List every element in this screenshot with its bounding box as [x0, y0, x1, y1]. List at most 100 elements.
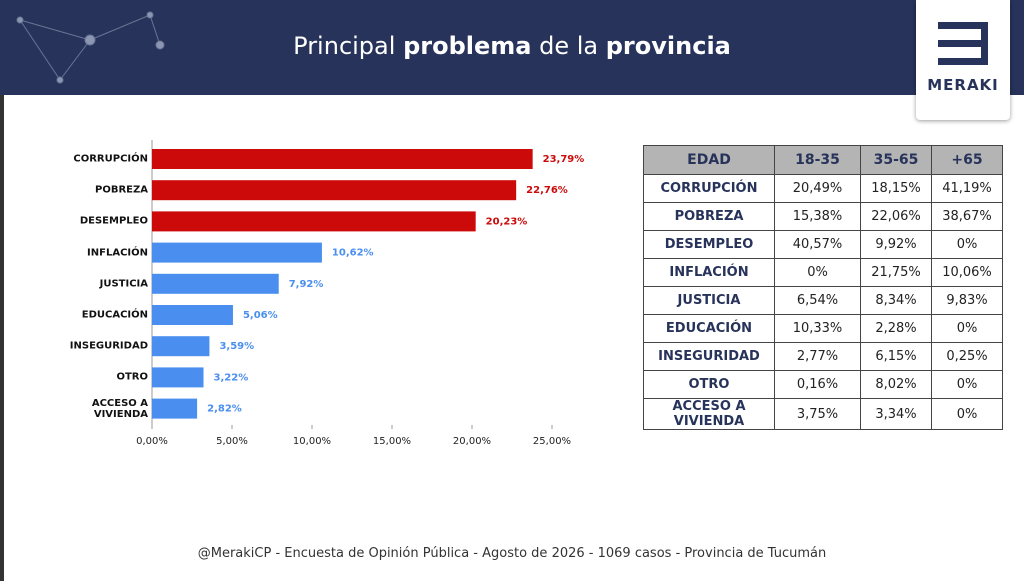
cell: 20,49% — [774, 174, 861, 203]
header-band: Principal problema de la provincia — [0, 0, 1024, 95]
cell: 6,54% — [774, 286, 861, 315]
category-text: CORRUPCIÓN — [73, 153, 148, 165]
value-label: 5,06% — [243, 310, 278, 321]
table-row: INFLACIÓN 0% 21,75% 10,06% — [643, 258, 1003, 287]
bar — [152, 367, 204, 388]
x-tick-label: 15,00% — [373, 436, 411, 447]
bar — [152, 180, 517, 201]
title: Principal problema de la provincia — [0, 32, 1024, 60]
column-header: 18-35 — [774, 145, 861, 175]
table-row: CORRUPCIÓN 20,49% 18,15% 41,19% — [643, 174, 1003, 203]
logo-mark — [938, 22, 988, 65]
table-header: EDAD 18-35 35-65 +65 — [643, 145, 1003, 175]
category-text: DESEMPLEO — [79, 215, 148, 227]
x-tick-label: 10,00% — [293, 436, 331, 447]
cell: 0% — [931, 398, 1003, 430]
logo: MERAKI — [916, 0, 1010, 120]
cell: 21,75% — [860, 258, 932, 287]
category-label: POBREZA — [40, 185, 148, 196]
cell: 0,16% — [774, 370, 861, 399]
bar — [152, 336, 210, 357]
cell: 2,28% — [860, 314, 932, 343]
cell: 6,15% — [860, 342, 932, 371]
row-label: INSEGURIDAD — [643, 342, 775, 371]
bar — [152, 398, 198, 419]
cell: 9,92% — [860, 230, 932, 259]
title-part: provincia — [605, 32, 731, 60]
cell: 41,19% — [931, 174, 1003, 203]
chart: 0,00% 5,00% 10,00% 15,00% 20,00% 25,00% 23,79%… — [136, 140, 584, 447]
bar — [152, 211, 476, 232]
bar — [152, 305, 233, 325]
cell: 38,67% — [931, 202, 1003, 231]
category-text: EDUCACIÓN — [81, 309, 148, 321]
x-tick-label: 5,00% — [216, 436, 248, 447]
table-row: JUSTICIA 6,54% 8,34% 9,83% — [643, 286, 1003, 315]
cell: 2,77% — [774, 342, 861, 371]
row-label: EDUCACIÓN — [643, 314, 775, 343]
value-label: 7,92% — [289, 279, 324, 290]
row-label: DESEMPLEO — [643, 230, 775, 259]
category-text: INFLACIÓN — [87, 247, 148, 259]
row-label: INFLACIÓN — [643, 258, 775, 287]
cell: 0% — [931, 230, 1003, 259]
x-tick-label: 25,00% — [533, 436, 571, 447]
category-label: ACCESO A VIVIENDA — [40, 398, 148, 420]
logo-text: MERAKI — [927, 76, 999, 94]
category-label: INFLACIÓN — [40, 247, 148, 258]
cell: 10,33% — [774, 314, 861, 343]
row-label: POBREZA — [643, 202, 775, 231]
table-row: EDUCACIÓN 10,33% 2,28% 0% — [643, 314, 1003, 343]
cell: 0% — [931, 370, 1003, 399]
cell: 0% — [931, 314, 1003, 343]
table-row: DESEMPLEO 40,57% 9,92% 0% — [643, 230, 1003, 259]
cell: 3,34% — [860, 398, 932, 430]
cell: 40,57% — [774, 230, 861, 259]
table-row: OTRO 0,16% 8,02% 0% — [643, 370, 1003, 399]
table-row: ACCESO A VIVIENDA 3,75% 3,34% 0% — [643, 398, 1003, 430]
title-part: Principal — [293, 32, 396, 60]
cell: 15,38% — [774, 202, 861, 231]
column-header: EDAD — [643, 145, 775, 175]
category-text: JUSTICIA — [99, 278, 148, 290]
cell: 22,06% — [860, 202, 932, 231]
table-row: INSEGURIDAD 2,77% 6,15% 0,25% — [643, 342, 1003, 371]
value-label: 10,62% — [332, 248, 374, 259]
category-label: CORRUPCIÓN — [40, 154, 148, 165]
x-tick-label: 20,00% — [453, 436, 491, 447]
table-row: POBREZA 15,38% 22,06% 38,67% — [643, 202, 1003, 231]
value-label: 2,82% — [207, 404, 242, 415]
table: EDAD 18-35 35-65 +65 CORRUPCIÓN 20,49% 18,15% 4… — [643, 145, 1003, 430]
column-header: +65 — [931, 145, 1003, 175]
row-label: ACCESO A VIVIENDA — [643, 398, 775, 430]
cell: 10,06% — [931, 258, 1003, 287]
category-label: JUSTICIA — [40, 278, 148, 289]
cell: 18,15% — [860, 174, 932, 203]
row-label: JUSTICIA — [643, 286, 775, 315]
category-text: INSEGURIDAD — [69, 340, 148, 352]
category-label: OTRO — [40, 372, 148, 383]
category-label: DESEMPLEO — [40, 216, 148, 227]
value-label: 3,22% — [214, 372, 249, 383]
footer: @MerakiCP - Encuesta de Opinión Pública … — [197, 546, 827, 561]
x-tick-label: 0,00% — [136, 436, 168, 447]
cell: 8,34% — [860, 286, 932, 315]
cell: 0,25% — [931, 342, 1003, 371]
title-part: de la — [539, 32, 599, 60]
value-label: 20,23% — [486, 216, 528, 227]
cell: 0% — [774, 258, 861, 287]
category-text: ACCESO A VIVIENDA — [91, 397, 148, 420]
bar — [152, 242, 322, 263]
value-label: 3,59% — [219, 341, 254, 352]
category-text: POBREZA — [95, 184, 148, 196]
cell: 3,75% — [774, 398, 861, 430]
category-text: OTRO — [116, 371, 148, 383]
category-label: EDUCACIÓN — [40, 310, 148, 321]
value-label: 22,76% — [526, 185, 568, 196]
row-label: CORRUPCIÓN — [643, 174, 775, 203]
title-part: problema — [403, 32, 532, 60]
decoration — [16, 11, 165, 84]
category-label: INSEGURIDAD — [40, 341, 148, 352]
cell: 9,83% — [931, 286, 1003, 315]
